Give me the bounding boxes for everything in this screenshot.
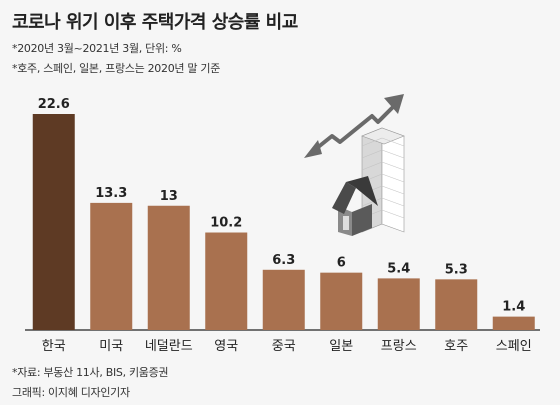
value-label-4: 6.3 [272,253,295,268]
value-label-7: 5.3 [445,262,468,277]
value-label-3: 10.2 [210,216,242,231]
bar-2 [147,205,190,330]
category-label-2: 네덜란드 [145,339,193,354]
chart-subtitle-period: *2020년 3월~2021년 3월, 단위: % [12,42,182,55]
bar-8 [492,316,535,330]
value-label-8: 1.4 [502,300,525,315]
bar-6 [377,278,420,330]
category-label-6: 프랑스 [381,339,417,354]
bar-3 [205,232,248,330]
value-label-5: 6 [337,256,346,271]
value-label-1: 13.3 [95,186,127,201]
category-label-4: 중국 [272,339,296,354]
category-label-3: 영국 [214,339,238,354]
value-label-0: 22.6 [38,97,70,112]
house-and-rising-buildings-arrow-icon [304,94,405,236]
category-label-7: 호주 [444,339,468,354]
bar-5 [320,272,363,330]
chart-subtitle-note: *호주, 스페인, 일본, 프랑스는 2020년 말 기준 [12,62,221,75]
category-label-5: 일본 [329,339,353,354]
bar-chart: 22.6 한국 13.3 미국 13 네덜란드 10.2 영국 6.3 중국 6 일본 5.4 프랑스 5.… [25,94,540,354]
bar-7 [435,279,478,330]
value-label-2: 13 [160,189,178,204]
bar-1 [90,202,133,330]
category-label-0: 한국 [42,339,66,354]
bar-4 [262,269,305,330]
category-label-1: 미국 [99,339,123,354]
chart-title: 코로나 위기 이후 주택가격 상승률 비교 [12,12,298,33]
value-label-6: 5.4 [387,261,410,276]
bar-0 [32,114,75,330]
graphic-credit: 그래픽: 이지혜 디자인기자 [12,386,130,399]
category-label-8: 스페인 [496,339,532,354]
source-note: *자료: 부동산 11사, BIS, 키움증권 [12,366,169,379]
